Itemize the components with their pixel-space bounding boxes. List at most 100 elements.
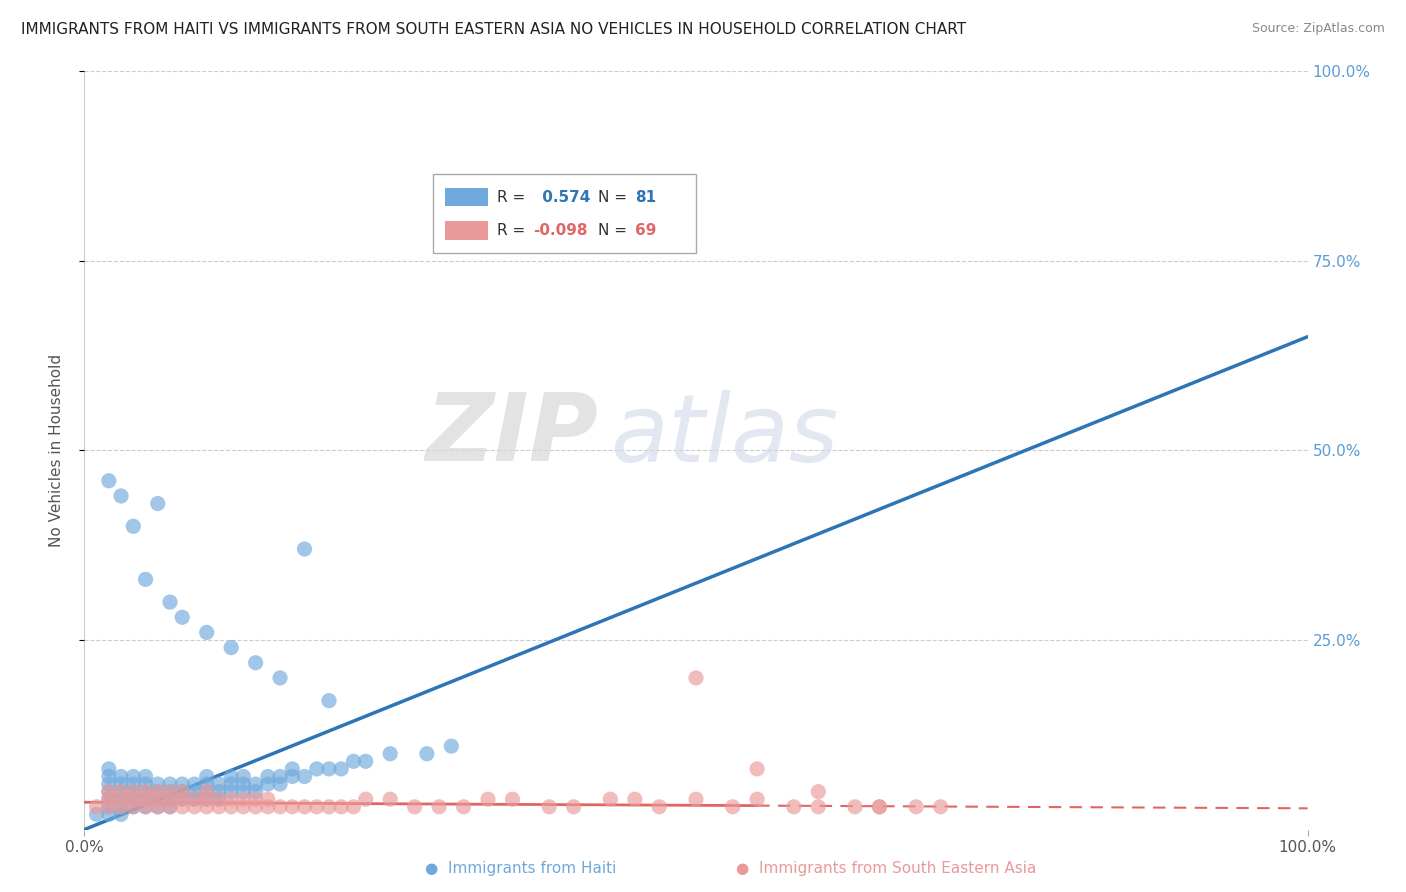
Point — [294, 769, 316, 784]
Point — [245, 792, 267, 806]
Point — [146, 496, 169, 510]
Text: 81: 81 — [636, 190, 657, 205]
Point — [245, 656, 267, 670]
Point — [97, 792, 120, 806]
Text: ●  Immigrants from Haiti: ● Immigrants from Haiti — [425, 861, 616, 876]
Text: IMMIGRANTS FROM HAITI VS IMMIGRANTS FROM SOUTH EASTERN ASIA NO VEHICLES IN HOUSE: IMMIGRANTS FROM HAITI VS IMMIGRANTS FROM… — [21, 22, 966, 37]
Point — [195, 785, 218, 799]
Text: Source: ZipAtlas.com: Source: ZipAtlas.com — [1251, 22, 1385, 36]
Text: 69: 69 — [636, 223, 657, 238]
Point — [269, 777, 291, 791]
Point — [97, 769, 120, 784]
Point — [905, 800, 928, 814]
Point — [281, 800, 304, 814]
Point — [172, 785, 194, 799]
Point — [146, 792, 169, 806]
Point — [135, 800, 157, 814]
Point — [110, 792, 132, 806]
Text: -0.098: -0.098 — [533, 223, 588, 238]
Point — [232, 777, 254, 791]
Point — [380, 747, 402, 761]
Point — [110, 769, 132, 784]
Point — [869, 800, 891, 814]
Point — [122, 519, 145, 533]
Point — [159, 800, 181, 814]
Point — [219, 792, 242, 806]
Point — [135, 792, 157, 806]
Text: N =: N = — [598, 223, 627, 238]
Point — [245, 800, 267, 814]
Point — [159, 777, 181, 791]
Point — [172, 785, 194, 799]
Point — [354, 755, 377, 769]
Point — [86, 800, 108, 814]
Point — [427, 800, 450, 814]
Text: 0.574: 0.574 — [537, 190, 591, 205]
Point — [294, 800, 316, 814]
Point — [257, 769, 280, 784]
Point — [330, 762, 353, 776]
Point — [318, 800, 340, 814]
Bar — [446, 221, 488, 240]
Point — [269, 800, 291, 814]
Point — [110, 800, 132, 814]
Point — [538, 800, 561, 814]
Point — [146, 785, 169, 799]
Point — [648, 800, 671, 814]
Point — [685, 671, 707, 685]
Point — [354, 792, 377, 806]
Point — [783, 800, 806, 814]
Point — [97, 785, 120, 799]
Point — [146, 800, 169, 814]
Point — [122, 777, 145, 791]
Point — [281, 762, 304, 776]
Point — [269, 769, 291, 784]
Point — [416, 747, 439, 761]
Point — [219, 769, 242, 784]
Point — [172, 610, 194, 624]
Point — [562, 800, 585, 814]
Point — [232, 785, 254, 799]
Point — [159, 792, 181, 806]
Point — [440, 739, 463, 753]
Point — [110, 792, 132, 806]
FancyBboxPatch shape — [433, 174, 696, 253]
Point — [929, 800, 952, 814]
Point — [477, 792, 499, 806]
Point — [195, 769, 218, 784]
Text: R =: R = — [496, 223, 524, 238]
Point — [721, 800, 744, 814]
Point — [330, 800, 353, 814]
Point — [219, 640, 242, 655]
Point — [135, 800, 157, 814]
Point — [183, 785, 205, 799]
Point — [219, 800, 242, 814]
Point — [183, 800, 205, 814]
Point — [159, 785, 181, 799]
Point — [219, 785, 242, 799]
Point — [318, 762, 340, 776]
Point — [97, 785, 120, 799]
Point — [135, 769, 157, 784]
Point — [245, 785, 267, 799]
Point — [208, 792, 231, 806]
Point — [502, 792, 524, 806]
Point — [844, 800, 866, 814]
Point — [380, 792, 402, 806]
Text: atlas: atlas — [610, 390, 838, 481]
Point — [232, 792, 254, 806]
Point — [110, 489, 132, 503]
Point — [135, 792, 157, 806]
Point — [685, 792, 707, 806]
Point — [195, 800, 218, 814]
Point — [135, 777, 157, 791]
Point — [245, 777, 267, 791]
Point — [135, 573, 157, 587]
Point — [869, 800, 891, 814]
Point — [159, 785, 181, 799]
Text: N =: N = — [598, 190, 627, 205]
Point — [269, 671, 291, 685]
Point — [146, 777, 169, 791]
Point — [257, 792, 280, 806]
Point — [122, 769, 145, 784]
